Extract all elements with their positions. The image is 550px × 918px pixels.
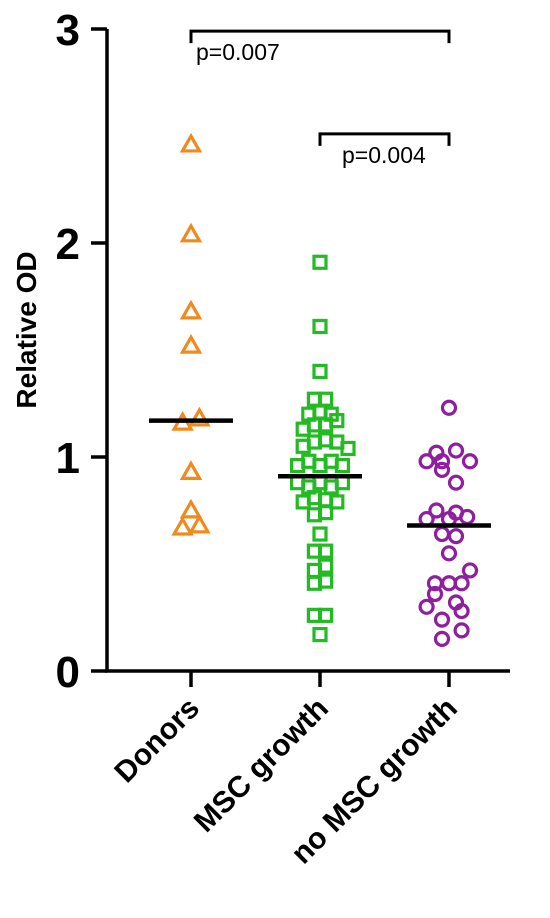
data-point-square bbox=[340, 440, 356, 457]
data-point-circle bbox=[461, 453, 479, 470]
significance-bracket: p=0.004 bbox=[318, 132, 451, 168]
data-point-circle bbox=[453, 575, 470, 592]
y-ticks: 0 1 2 3 bbox=[56, 6, 107, 697]
data-point-circle bbox=[433, 461, 451, 478]
data-point-circle bbox=[447, 442, 465, 459]
p-value-label: p=0.007 bbox=[196, 39, 280, 65]
data-point-triangle bbox=[179, 299, 203, 320]
data-point-square bbox=[312, 627, 328, 643]
data-point-circle bbox=[440, 399, 458, 416]
y-tick-label: 3 bbox=[56, 6, 80, 55]
p-value-label: p=0.004 bbox=[342, 142, 426, 168]
bracket-line bbox=[318, 132, 451, 146]
data-point-triangle bbox=[188, 406, 211, 427]
significance-brackets: p=0.007 p=0.004 bbox=[189, 29, 451, 168]
data-point-square bbox=[318, 505, 334, 521]
bracket-line bbox=[189, 29, 451, 44]
data-point-square bbox=[318, 573, 334, 589]
data-point-circle bbox=[428, 502, 445, 519]
data-point-square bbox=[318, 607, 334, 623]
data-point-square bbox=[329, 413, 345, 429]
data-point-square bbox=[329, 494, 345, 510]
data-point-circle bbox=[418, 598, 435, 615]
data-point-circle bbox=[433, 525, 451, 543]
data-point-circle bbox=[453, 602, 470, 620]
median-lines bbox=[149, 418, 491, 528]
data-point-square bbox=[312, 363, 328, 379]
data-point-triangle bbox=[179, 498, 203, 519]
data-point-circle bbox=[453, 622, 470, 639]
data-point-circle bbox=[447, 474, 465, 491]
axes bbox=[105, 29, 510, 673]
data-point-circle bbox=[433, 453, 451, 470]
y-tick-label: 1 bbox=[56, 434, 80, 483]
data-point-triangle bbox=[179, 222, 203, 243]
data-point-square bbox=[334, 457, 350, 474]
data-point-square bbox=[318, 543, 334, 559]
significance-bracket: p=0.007 bbox=[189, 29, 451, 65]
x-tick-label: MSC growth bbox=[188, 692, 335, 839]
y-tick-label: 2 bbox=[56, 220, 80, 269]
data-point-circle bbox=[433, 630, 451, 648]
data-point-square bbox=[312, 318, 328, 335]
data-point-triangle bbox=[188, 513, 211, 534]
data-point-square bbox=[318, 558, 334, 574]
data-point-square bbox=[312, 526, 328, 542]
data-point-triangle bbox=[179, 460, 203, 480]
data-point-circle bbox=[426, 585, 444, 603]
y-tick-label: 0 bbox=[56, 648, 80, 697]
data-point-circle bbox=[461, 562, 479, 579]
data-point-triangle bbox=[171, 515, 194, 536]
data-point-triangle bbox=[179, 333, 203, 354]
data-point-circle bbox=[447, 528, 465, 545]
x-tick-label: Donors bbox=[108, 692, 206, 790]
y-axis-title: Relative OD bbox=[11, 251, 42, 408]
data-points bbox=[171, 132, 479, 648]
data-point-square bbox=[312, 254, 328, 270]
data-point-triangle bbox=[179, 132, 203, 153]
data-point-circle bbox=[433, 611, 451, 628]
data-point-circle bbox=[418, 453, 435, 470]
data-point-circle bbox=[440, 545, 458, 562]
